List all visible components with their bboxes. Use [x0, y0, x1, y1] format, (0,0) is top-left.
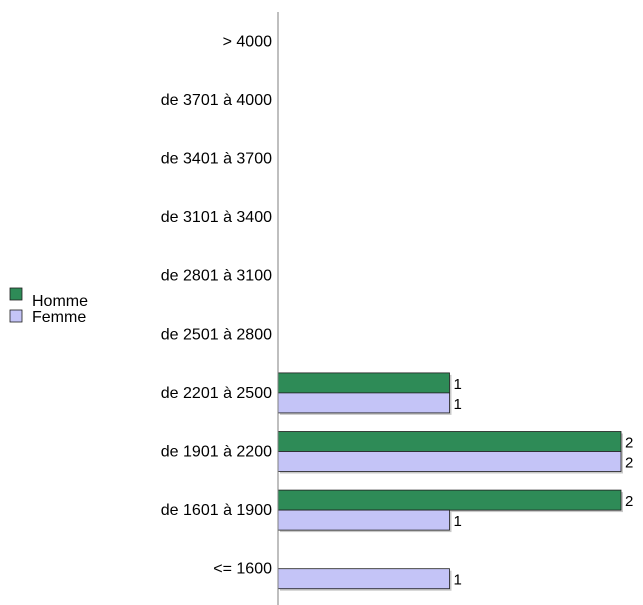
- bar-femme: [277, 451, 622, 472]
- category-label: de 2201 à 2500: [161, 385, 272, 402]
- category-label: de 1601 à 1900: [161, 502, 272, 519]
- bar-homme: [277, 372, 450, 394]
- data-label: 1: [454, 572, 462, 589]
- data-label: 1: [454, 376, 462, 393]
- bar-femme: [277, 568, 450, 590]
- category-label: > 4000: [223, 33, 272, 50]
- category-label: <= 1600: [213, 561, 272, 578]
- value-labels: 1 1 2 2 2 1 1: [454, 376, 634, 589]
- data-label: 2: [625, 455, 633, 472]
- bar-homme: [277, 489, 622, 511]
- legend-swatch-femme: [9, 309, 23, 323]
- data-label: 1: [454, 396, 462, 413]
- category-label: de 2801 à 3100: [161, 268, 272, 285]
- bar-femme: [277, 509, 450, 531]
- data-label: 2: [625, 493, 633, 510]
- legend-swatch-homme: [9, 287, 23, 301]
- data-label: 2: [625, 435, 633, 452]
- bar-femme: [277, 392, 450, 414]
- bars: [277, 372, 623, 591]
- category-label: de 2501 à 2800: [161, 326, 272, 343]
- legend-label-homme: Homme: [32, 293, 88, 310]
- bar-homme: [277, 431, 622, 452]
- data-label: 1: [454, 513, 462, 530]
- category-label: de 1901 à 2200: [161, 444, 272, 461]
- legend-label-femme: Femme: [32, 309, 86, 326]
- category-label: de 3101 à 3400: [161, 209, 272, 226]
- category-label: de 3701 à 4000: [161, 92, 272, 109]
- category-label: de 3401 à 3700: [161, 151, 272, 168]
- category-labels: > 4000 de 3701 à 4000 de 3401 à 3700 de 310…: [161, 33, 272, 577]
